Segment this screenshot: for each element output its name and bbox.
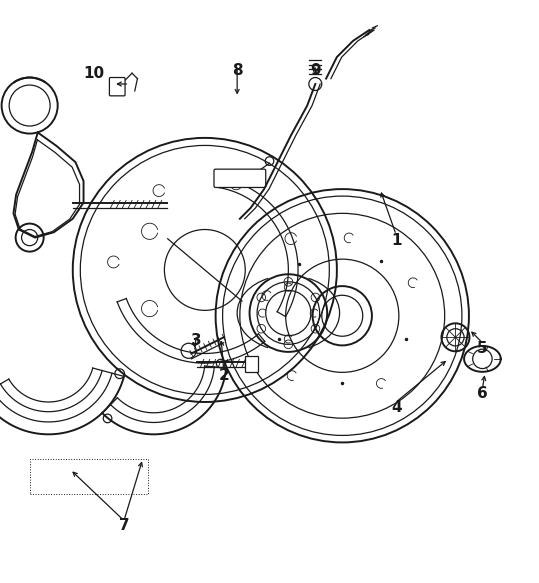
FancyBboxPatch shape — [214, 169, 266, 188]
Text: 10: 10 — [84, 66, 105, 80]
Text: 9: 9 — [310, 63, 321, 78]
Text: 3: 3 — [191, 332, 202, 347]
Text: 1: 1 — [391, 233, 402, 248]
Bar — [30, 459, 148, 494]
Text: 2: 2 — [218, 367, 229, 382]
Text: 5: 5 — [477, 340, 488, 356]
Text: 7: 7 — [119, 518, 129, 533]
FancyBboxPatch shape — [245, 356, 258, 372]
Text: 8: 8 — [232, 63, 243, 78]
Text: 4: 4 — [391, 400, 402, 415]
FancyBboxPatch shape — [109, 78, 125, 96]
Text: 6: 6 — [477, 387, 488, 402]
